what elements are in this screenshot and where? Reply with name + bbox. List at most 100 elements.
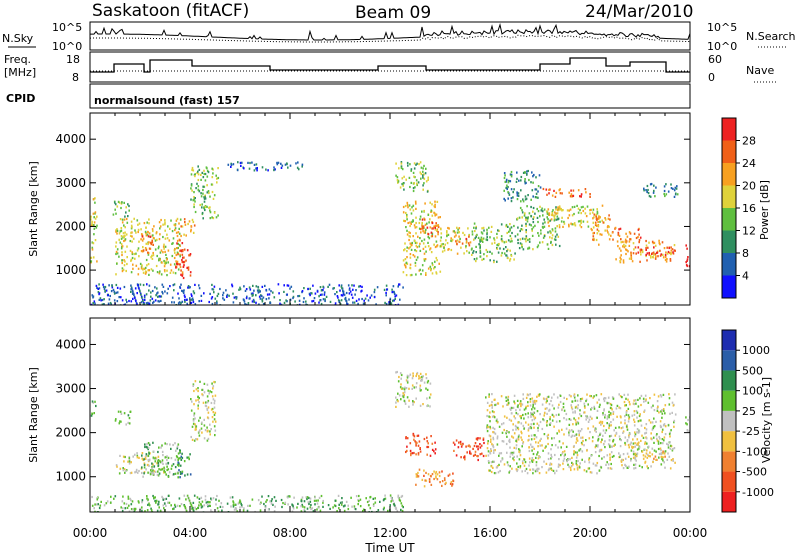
heatmap-cell xyxy=(566,397,568,401)
heatmap-cell xyxy=(427,379,430,383)
heatmap-cell xyxy=(179,218,182,221)
heatmap-cell xyxy=(109,301,112,305)
heatmap-cell xyxy=(468,234,470,237)
heatmap-cell xyxy=(123,285,126,289)
heatmap-cell xyxy=(530,181,532,184)
heatmap-cell xyxy=(656,437,658,440)
heatmap-cell xyxy=(663,189,666,193)
heatmap-cell xyxy=(519,465,522,468)
heatmap-cell xyxy=(560,454,562,457)
heatmap-cell xyxy=(209,390,211,393)
heatmap-cell xyxy=(447,226,449,230)
heatmap-cell xyxy=(443,477,446,480)
heatmap-cell xyxy=(547,221,549,224)
heatmap-cell xyxy=(193,439,196,442)
heatmap-cell xyxy=(605,463,607,466)
heatmap-cell xyxy=(150,469,152,472)
heatmap-cell xyxy=(417,453,420,456)
heatmap-cell xyxy=(138,469,140,473)
heatmap-cell xyxy=(652,427,655,430)
heatmap-cell xyxy=(576,399,579,402)
heatmap-cell xyxy=(410,248,413,251)
velocity-colorbar-label: Velocity [m s-1] xyxy=(760,377,773,463)
heatmap-cell xyxy=(210,509,212,512)
heatmap-cell xyxy=(634,454,637,457)
heatmap-cell xyxy=(136,452,138,455)
heatmap-cell xyxy=(535,436,538,439)
heatmap-cell xyxy=(342,505,345,508)
heatmap-cell xyxy=(232,501,235,504)
heatmap-cell xyxy=(93,412,95,415)
heatmap-cell xyxy=(296,166,299,169)
heatmap-cell xyxy=(490,403,493,406)
heatmap-cell xyxy=(636,452,639,455)
heatmap-cell xyxy=(126,262,128,266)
heatmap-cell xyxy=(514,402,516,405)
heatmap-cell xyxy=(502,422,505,425)
heatmap-cell xyxy=(434,205,436,209)
heatmap-cell xyxy=(596,218,598,222)
heatmap-cell xyxy=(517,404,519,407)
heatmap-cell xyxy=(408,405,410,408)
heatmap-cell xyxy=(115,273,117,276)
heatmap-cell xyxy=(303,508,306,511)
heatmap-cell xyxy=(137,223,139,226)
heatmap-cell xyxy=(563,450,566,453)
heatmap-cell xyxy=(507,239,510,242)
heatmap-cell xyxy=(236,169,239,172)
heatmap-cell xyxy=(201,500,204,503)
heatmap-cell xyxy=(562,468,565,471)
heatmap-cell xyxy=(351,284,353,287)
heatmap-cell xyxy=(451,483,454,486)
heatmap-cell xyxy=(203,418,205,421)
heatmap-cell xyxy=(243,299,245,302)
heatmap-cell xyxy=(479,251,482,254)
heatmap-cell xyxy=(428,480,431,483)
heatmap-cell xyxy=(105,289,108,292)
heatmap-cell xyxy=(644,399,647,402)
heatmap-cell xyxy=(493,241,496,244)
time-tick-label: 16:00 xyxy=(473,526,508,540)
heatmap-cell xyxy=(417,181,420,184)
heatmap-cell xyxy=(412,403,414,406)
heatmap-cell xyxy=(509,470,511,473)
heatmap-cell xyxy=(522,248,525,251)
heatmap-cell xyxy=(168,501,171,504)
heatmap-cell xyxy=(107,302,110,305)
heatmap-cell xyxy=(277,161,280,164)
heatmap-cell xyxy=(530,415,532,418)
heatmap-cell xyxy=(204,495,207,498)
heatmap-cell xyxy=(184,221,186,224)
heatmap-cell xyxy=(189,473,192,476)
heatmap-cell xyxy=(601,438,603,441)
heatmap-cell xyxy=(385,291,387,294)
heatmap-cell xyxy=(427,245,430,248)
heatmap-cell xyxy=(117,410,120,413)
heatmap-cell xyxy=(129,472,132,475)
heatmap-cell xyxy=(211,382,213,385)
heatmap-cell xyxy=(213,425,216,428)
heatmap-cell xyxy=(628,257,631,260)
heatmap-cell xyxy=(182,256,184,259)
heatmap-cell xyxy=(395,294,398,297)
heatmap-cell xyxy=(522,413,524,417)
heatmap-cell xyxy=(525,467,528,471)
heatmap-cell xyxy=(421,225,423,228)
heatmap-cell xyxy=(409,274,412,277)
heatmap-cell xyxy=(123,502,126,505)
heatmap-cell xyxy=(625,241,627,244)
heatmap-cell xyxy=(347,507,350,511)
heatmap-cell xyxy=(193,198,195,201)
heatmap-cell xyxy=(162,235,164,239)
heatmap-cell xyxy=(591,406,593,410)
heatmap-cell xyxy=(556,208,559,211)
heatmap-cell xyxy=(191,294,193,297)
heatmap-cell xyxy=(209,501,211,504)
heatmap-cell xyxy=(332,506,334,509)
heatmap-cell xyxy=(599,448,601,452)
heatmap-cell xyxy=(119,241,122,244)
heatmap-cell xyxy=(551,237,553,240)
heatmap-cell xyxy=(260,294,263,298)
heatmap-cell xyxy=(424,223,427,226)
heatmap-cell xyxy=(93,221,96,224)
